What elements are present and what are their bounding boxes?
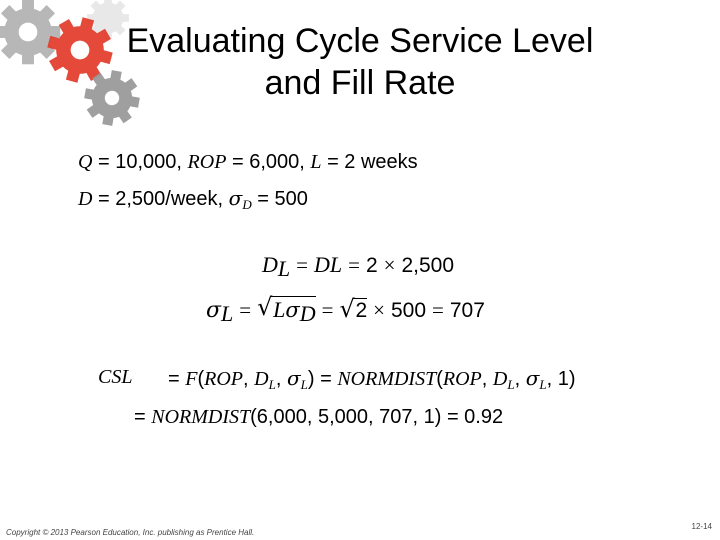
eq2-equals-1: = bbox=[239, 298, 252, 322]
eq2-times: × bbox=[373, 298, 385, 322]
eq1-num: 2 bbox=[365, 254, 378, 277]
csl1-open2: ( bbox=[436, 368, 443, 390]
csl1-sigma-sub: L bbox=[300, 377, 308, 392]
rop-variable: ROP bbox=[187, 151, 227, 173]
sigma-subscript: D bbox=[242, 197, 252, 212]
eq2-sigma: σ bbox=[206, 298, 222, 323]
csl1-rop: ROP bbox=[204, 368, 244, 390]
eq2-rad-sub: D bbox=[299, 301, 316, 326]
csl1-comma2: , bbox=[275, 368, 287, 390]
copyright-footer: Copyright © 2013 Pearson Education, Inc.… bbox=[6, 528, 255, 537]
csl1-d2-sub: L bbox=[507, 377, 515, 392]
csl1-close: ) = bbox=[307, 368, 338, 390]
eq2-rad-two: 2 bbox=[355, 299, 368, 322]
gears-decoration-icon bbox=[0, 0, 150, 130]
sigma-value: = 500 bbox=[251, 188, 308, 210]
title-line-1: Evaluating Cycle Service Level bbox=[126, 22, 594, 60]
csl1-comma4: , bbox=[514, 368, 526, 390]
eq2-rad-l: L bbox=[273, 297, 286, 322]
eq1-mid: DL bbox=[313, 252, 343, 277]
sigma-symbol: σ bbox=[228, 186, 243, 210]
sqrt-l-sigma: √ LσD bbox=[257, 293, 316, 326]
csl-label-text: CSL bbox=[98, 366, 133, 388]
slide-title: Evaluating Cycle Service Level and Fill … bbox=[60, 20, 660, 104]
page-number: 12-14 bbox=[691, 522, 712, 531]
csl2-eq: = bbox=[134, 406, 152, 428]
eq2-result: 707 bbox=[449, 299, 485, 322]
csl1-d: D bbox=[254, 368, 269, 390]
csl1-rop2: ROP bbox=[442, 368, 482, 390]
csl2-args: (6,000, 5,000, 707, 1) = 0.92 bbox=[250, 406, 504, 428]
csl1-fn: NORMDIST bbox=[337, 368, 437, 390]
d-variable: D bbox=[78, 188, 93, 210]
l-variable: L bbox=[310, 151, 322, 173]
equation-demand-lead-time: DL = DL = 2 × 2,500 bbox=[262, 252, 454, 282]
sqrt-two: √ 2 bbox=[339, 295, 368, 323]
given-line-1: Q = 10,000, ROP = 6,000, L = 2 weeks bbox=[78, 151, 418, 174]
csl1-d2: D bbox=[492, 368, 508, 390]
rop-value: = 6,000, bbox=[226, 151, 311, 173]
eq2-rad-sigma: σ bbox=[285, 298, 300, 322]
equation-sigma-lead-time: σL = √ LσD = √ 2 × 500 = 707 bbox=[206, 293, 485, 327]
title-line-2: and Fill Rate bbox=[264, 64, 456, 102]
csl1-sigma2: σ bbox=[525, 366, 540, 390]
eq1-lhs: D bbox=[262, 252, 278, 277]
eq2-equals-3: = bbox=[432, 298, 444, 322]
csl1-open: ( bbox=[197, 368, 205, 390]
eq2-value: 500 bbox=[390, 299, 427, 322]
eq1-equals-1: = bbox=[296, 253, 308, 277]
eq1-lhs-sub: L bbox=[277, 256, 291, 281]
csl1-comma1: , bbox=[243, 368, 255, 390]
csl1-eq: = bbox=[168, 368, 186, 390]
csl2-fn: NORMDIST bbox=[151, 406, 251, 428]
csl1-tail: , 1) bbox=[546, 368, 576, 390]
csl1-sigma2-sub: L bbox=[539, 377, 547, 392]
csl1-sigma: σ bbox=[286, 366, 301, 390]
csl1-comma3: , bbox=[481, 368, 493, 390]
eq1-value: 2,500 bbox=[401, 254, 455, 277]
given-line-2: D = 2,500/week, σD = 500 bbox=[78, 186, 308, 213]
d-value: = 2,500/week, bbox=[92, 188, 229, 210]
csl-line-2: = NORMDIST(6,000, 5,000, 707, 1) = 0.92 bbox=[134, 406, 503, 429]
eq1-times: × bbox=[383, 253, 396, 277]
eq1-equals-2: = bbox=[348, 253, 360, 277]
csl-label: CSL bbox=[98, 366, 132, 389]
l-value: = 2 weeks bbox=[321, 151, 418, 173]
csl1-d-sub: L bbox=[268, 377, 276, 392]
q-value: = 10,000, bbox=[92, 151, 188, 173]
csl-line-1: = F(ROP, DL, σL) = NORMDIST(ROP, DL, σL,… bbox=[168, 366, 576, 393]
eq2-equals-2: = bbox=[321, 298, 334, 322]
q-variable: Q bbox=[78, 151, 93, 173]
eq2-sigma-sub: L bbox=[221, 301, 234, 326]
csl1-f: F bbox=[185, 368, 198, 390]
